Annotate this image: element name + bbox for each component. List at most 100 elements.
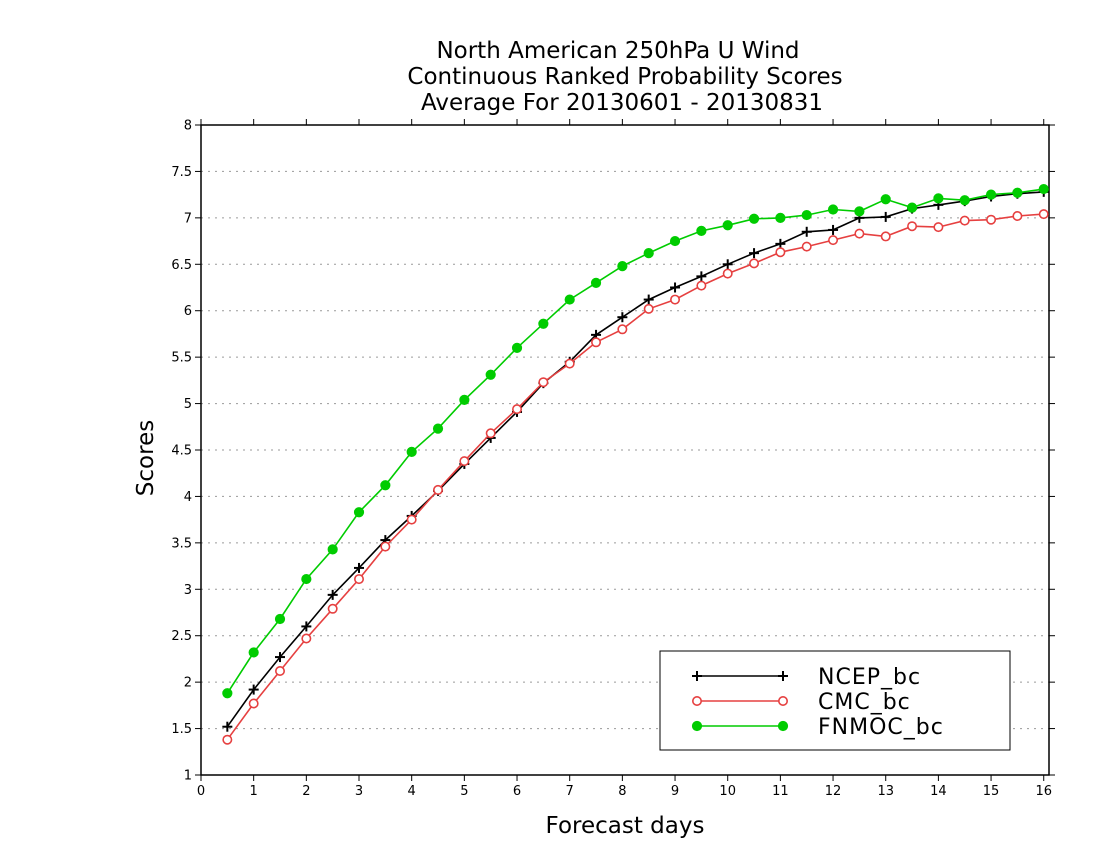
data-point-fnmoc-bc: [617, 261, 628, 272]
data-point-fnmoc-bc: [827, 204, 839, 215]
data-point-fnmoc-bc: [1012, 187, 1023, 198]
gridlines: [201, 170, 1049, 730]
data-point-cmc-bc: [1012, 211, 1023, 222]
data-point-cmc-bc: [564, 358, 575, 369]
data-point-cmc-bc: [880, 231, 891, 242]
data-point-fnmoc-bc: [459, 394, 470, 405]
data-point-cmc-bc: [854, 228, 865, 239]
y-tick-label: 1.5: [171, 722, 192, 737]
data-point-cmc-bc: [406, 514, 417, 525]
data-point-fnmoc-bc: [538, 318, 549, 329]
data-point-cmc-bc: [643, 303, 654, 314]
data-point-cmc-bc: [485, 428, 496, 439]
data-point-fnmoc-bc: [959, 195, 970, 206]
data-point-cmc-bc: [696, 280, 707, 291]
legend-marker-cmc-bc: [691, 695, 702, 706]
data-point-cmc-bc: [722, 268, 733, 279]
data-point-ncep-bc: [801, 226, 812, 237]
data-point-fnmoc-bc: [643, 248, 654, 259]
data-point-fnmoc-bc: [327, 544, 338, 555]
x-tick-label: 15: [983, 784, 1000, 799]
chart-title-line-1: North American 250hPa U Wind: [436, 38, 799, 64]
series-group: [222, 183, 1049, 745]
data-point-fnmoc-bc: [933, 193, 944, 204]
data-point-ncep-bc: [828, 224, 839, 235]
data-point-fnmoc-bc: [906, 202, 918, 213]
data-point-cmc-bc: [933, 222, 944, 233]
data-point-cmc-bc: [433, 484, 444, 495]
x-tick-label: 2: [302, 784, 310, 799]
y-tick-label: 5.5: [171, 351, 192, 366]
data-point-fnmoc-bc: [880, 194, 891, 205]
y-tick-label: 8: [184, 119, 192, 134]
x-axis-label: Forecast days: [546, 813, 705, 839]
plot-frame: [200, 124, 1050, 776]
legend-label-ncep-bc: NCEP_bc: [818, 665, 921, 690]
data-point-ncep-bc: [722, 259, 733, 270]
x-tick-label: 9: [671, 784, 679, 799]
x-tick-label: 5: [460, 784, 468, 799]
x-tick-label: 13: [877, 784, 894, 799]
data-point-ncep-bc: [749, 248, 760, 259]
data-point-ncep-bc: [880, 211, 891, 222]
data-point-cmc-bc: [801, 241, 812, 252]
y-tick-label: 2: [184, 676, 192, 691]
data-point-fnmoc-bc: [590, 277, 602, 288]
data-point-ncep-bc: [222, 721, 233, 732]
data-point-fnmoc-bc: [854, 206, 865, 217]
data-point-fnmoc-bc: [301, 573, 312, 585]
data-point-fnmoc-bc: [748, 213, 760, 224]
data-point-cmc-bc: [775, 247, 786, 258]
data-point-fnmoc-bc: [485, 369, 496, 380]
y-axis-label: Scores: [133, 420, 159, 496]
data-point-ncep-bc: [301, 621, 312, 632]
data-point-fnmoc-bc: [775, 212, 786, 223]
x-tick-label: 6: [513, 784, 521, 799]
data-point-fnmoc-bc: [406, 446, 417, 457]
series-line-ncep-bc: [226, 191, 1044, 728]
legend-marker-ncep-bc: [778, 671, 788, 681]
x-tick-label: 0: [197, 784, 205, 799]
chart-title-line-3: Average For 20130601 - 20130831: [421, 90, 823, 116]
data-point-ncep-bc: [354, 562, 365, 573]
y-tick-label: 2.5: [171, 629, 192, 644]
data-point-ncep-bc: [696, 271, 707, 282]
x-tick-label: 8: [618, 784, 626, 799]
x-tick-label: 4: [408, 784, 416, 799]
data-point-fnmoc-bc: [722, 220, 733, 231]
data-point-fnmoc-bc: [669, 235, 681, 247]
y-tick-label: 6.5: [171, 258, 192, 273]
x-tick-label: 12: [825, 784, 842, 799]
y-tick-label: 7.5: [171, 165, 192, 180]
data-point-cmc-bc: [512, 404, 523, 415]
data-point-cmc-bc: [907, 221, 918, 232]
legend-marker-ncep-bc: [692, 671, 702, 681]
x-tick-label: 11: [772, 784, 789, 799]
data-point-ncep-bc: [248, 684, 259, 695]
data-point-fnmoc-bc: [696, 225, 707, 236]
y-tick-label: 7: [184, 211, 192, 226]
data-point-fnmoc-bc: [432, 423, 444, 434]
x-tick-label: 10: [719, 784, 736, 799]
data-point-ncep-bc: [670, 282, 681, 293]
data-point-cmc-bc: [538, 377, 549, 388]
data-point-fnmoc-bc: [564, 294, 575, 305]
data-point-fnmoc-bc: [274, 613, 286, 625]
data-point-cmc-bc: [986, 214, 997, 225]
data-point-ncep-bc: [275, 652, 286, 663]
data-point-cmc-bc: [749, 258, 760, 269]
x-tick-label: 16: [1035, 784, 1052, 799]
legend-label-cmc-bc: CMC_bc: [818, 690, 911, 715]
data-point-fnmoc-bc: [985, 189, 997, 200]
data-point-cmc-bc: [828, 235, 839, 246]
y-tick-label: 4.5: [171, 444, 192, 459]
x-tick-label: 1: [250, 784, 258, 799]
data-point-cmc-bc: [380, 541, 391, 552]
y-tick-label: 6: [184, 304, 192, 319]
data-point-fnmoc-bc: [380, 480, 391, 491]
data-point-ncep-bc: [775, 238, 786, 249]
data-point-fnmoc-bc: [248, 647, 259, 658]
